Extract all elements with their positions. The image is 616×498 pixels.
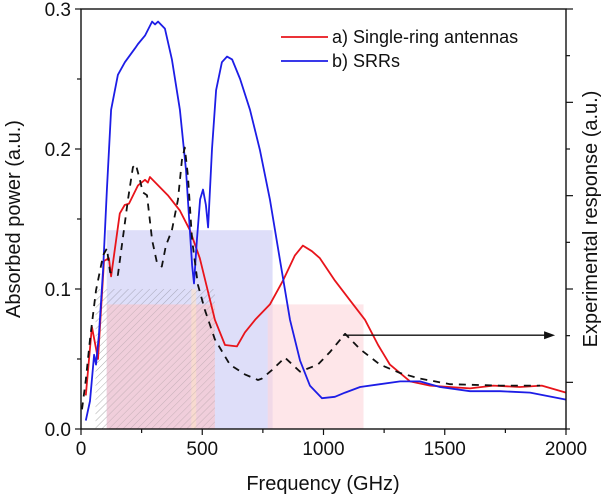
red-band-b (267, 304, 364, 429)
x-tick-label: 2000 (545, 439, 587, 460)
series-line-1 (84, 20, 567, 421)
x-tick-label: 1500 (424, 439, 466, 460)
hatch-overlay (106, 289, 215, 429)
series-line-2 (81, 146, 541, 410)
x-tick-label: 500 (186, 439, 218, 460)
x-tick-label: 0 (76, 439, 87, 460)
x-tick-label: 1000 (302, 439, 344, 460)
axes (75, 8, 573, 435)
x-axis-title: Frequency (GHz) (246, 473, 399, 495)
y-tick-label: 0.3 (45, 0, 71, 21)
y-tick-label: 0.0 (45, 420, 71, 441)
legend-label-0: a) Single-ring antennas (332, 27, 518, 47)
y-tick-label: 0.2 (45, 140, 71, 161)
shaded-regions (95, 230, 364, 429)
annotations (342, 331, 556, 340)
legend-label-1: b) SRRs (332, 51, 400, 71)
y-axis-title: Absorbed power (a.u.) (3, 120, 25, 318)
y-tick-label: 0.1 (45, 280, 71, 301)
legend: a) Single-ring antennas b) SRRs (281, 27, 518, 71)
tick-labels: 0 500 1000 1500 2000 0.0 0.1 0.2 0.3 (45, 0, 588, 460)
series-group (81, 20, 567, 421)
series-line-0 (84, 176, 567, 396)
arrow-head (544, 331, 556, 340)
right-y-axis-title: Experimental response (a.u.) (580, 91, 602, 348)
